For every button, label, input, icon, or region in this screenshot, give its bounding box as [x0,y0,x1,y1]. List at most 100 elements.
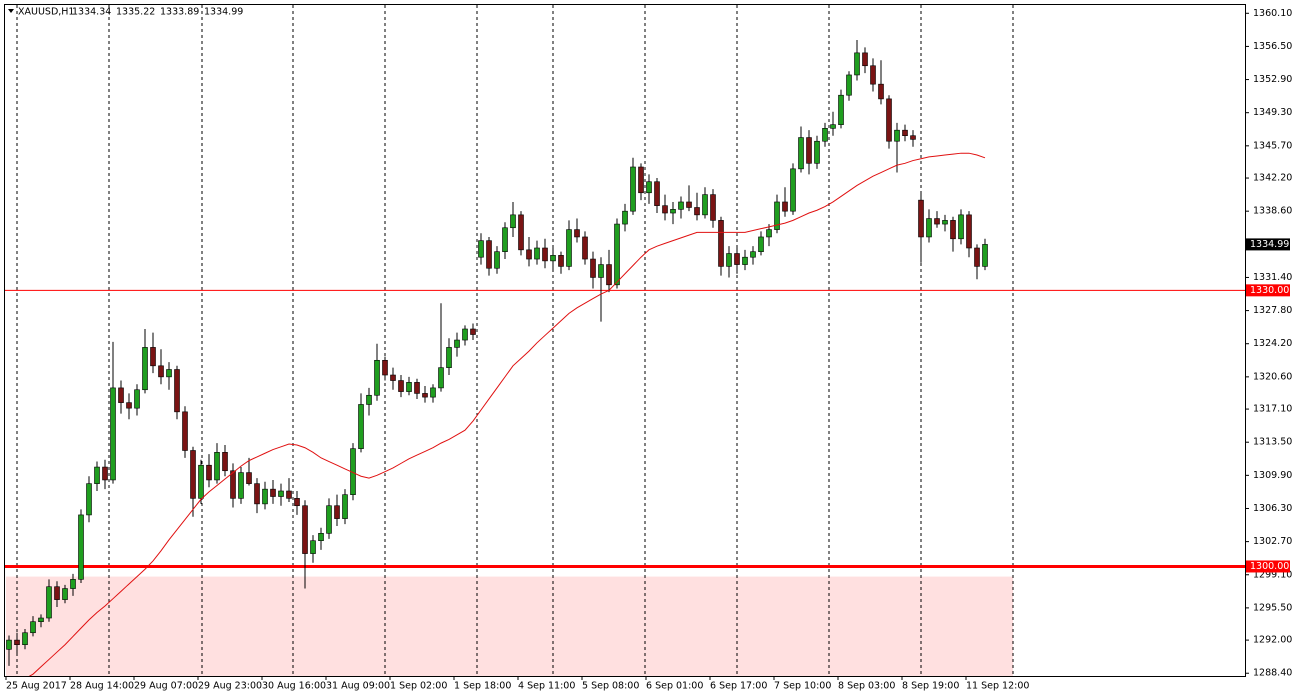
candle-body [646,181,652,194]
candle-body [830,124,836,129]
candle-body [14,639,20,646]
candle-body [790,168,796,212]
price-level-label: 1300.00 [1250,561,1289,572]
y-tick-label: 1302.70 [1253,536,1292,547]
moving-average [28,152,986,676]
plot-layer [5,39,1245,676]
header-value: 1335.22 [116,7,155,18]
y-tick-label: 1306.30 [1253,503,1292,514]
candle-body [758,236,764,252]
y-tick-label: 1349.30 [1253,107,1292,118]
candle-body [182,411,188,451]
candle-body [782,201,788,212]
period-separators [16,5,1014,676]
candle-body [934,218,940,225]
candle-body [54,586,60,600]
candle-body [238,472,244,499]
candle-body [942,220,948,225]
y-tick-label: 1345.70 [1253,140,1292,151]
candle-body [966,214,972,249]
x-tick-label: 5 Sep 08:00 [582,681,639,692]
candle-body [718,220,724,267]
candle-body [294,498,300,507]
candle-body [406,382,412,392]
candle-body [46,586,52,619]
x-tick-label: 8 Sep 03:00 [838,681,895,692]
candle-body [638,166,644,194]
candle-body [982,244,988,267]
candle-body [918,199,924,238]
candle-body [702,194,708,216]
candle-body [510,214,516,229]
x-tick-label: 30 Aug 16:00 [262,681,326,692]
candle-body [846,74,852,96]
candle-body [710,194,716,221]
y-tick-label: 1356.50 [1253,41,1292,52]
x-tick-label: 29 Aug 07:00 [134,681,198,692]
candle-body [30,621,36,634]
candle-body [206,464,212,481]
candle-body [814,140,820,164]
candle-body [38,617,44,622]
support-zone [6,576,1013,676]
candle-body [774,201,780,230]
x-tick-label: 1 Sep 02:00 [390,681,447,692]
candle-body [974,247,980,267]
candle-body [550,255,556,262]
candle-body [478,240,484,258]
candle-body [486,240,492,269]
candle-body [270,488,276,497]
candle-body [94,466,100,484]
candle-body [86,483,92,516]
x-tick-label: 11 Sep 12:00 [966,681,1029,692]
candle-body [678,201,684,210]
candle-body [310,540,316,554]
x-tick-label: 8 Sep 19:00 [902,681,959,692]
candle-body [326,505,332,534]
candle-body [390,374,396,381]
candle-body [654,181,660,206]
candle-body [806,137,812,164]
x-tick-label: 6 Sep 17:00 [710,681,767,692]
candle-body [102,466,108,481]
candle-body [590,258,596,278]
zone-layer [6,576,1013,676]
y-tick-label: 1313.50 [1253,437,1292,448]
candle-body [558,255,564,267]
x-tick-label: 28 Aug 14:00 [70,681,134,692]
header-value: 1334.34 [72,7,111,18]
candle-body [382,359,388,376]
candle-body [166,369,172,378]
y-tick-label: 1299.10 [1253,569,1292,580]
candle-body [318,533,324,541]
candle-body [694,207,700,216]
y-tick-label: 1331.40 [1253,272,1292,283]
candle-body [422,393,428,398]
candle-body [574,229,580,238]
candle-body [798,137,804,170]
candle-body [174,369,180,413]
x-tick-label: 4 Sep 11:00 [518,681,575,692]
candle-body [894,129,900,142]
candle-body [598,264,604,278]
candle-body [142,347,148,391]
candle-body [742,256,748,265]
y-tick-label: 1292.00 [1253,635,1292,646]
candle-body [254,483,260,505]
candle-body [582,236,588,260]
candle-body [6,639,12,650]
candle-body [342,494,348,519]
candle-body [462,328,468,341]
candle-body [902,129,908,137]
y-tick-label: 1338.60 [1253,206,1292,217]
x-tick-label: 1 Sep 18:00 [454,681,511,692]
candle-body [126,402,132,409]
plot-frame [4,4,1246,677]
header-value: 1334.99 [204,7,243,18]
candle-body [614,223,620,286]
candle-body [198,464,204,499]
candle-body [950,220,956,240]
y-tick-label: 1327.80 [1253,305,1292,316]
candle-body [862,52,868,67]
